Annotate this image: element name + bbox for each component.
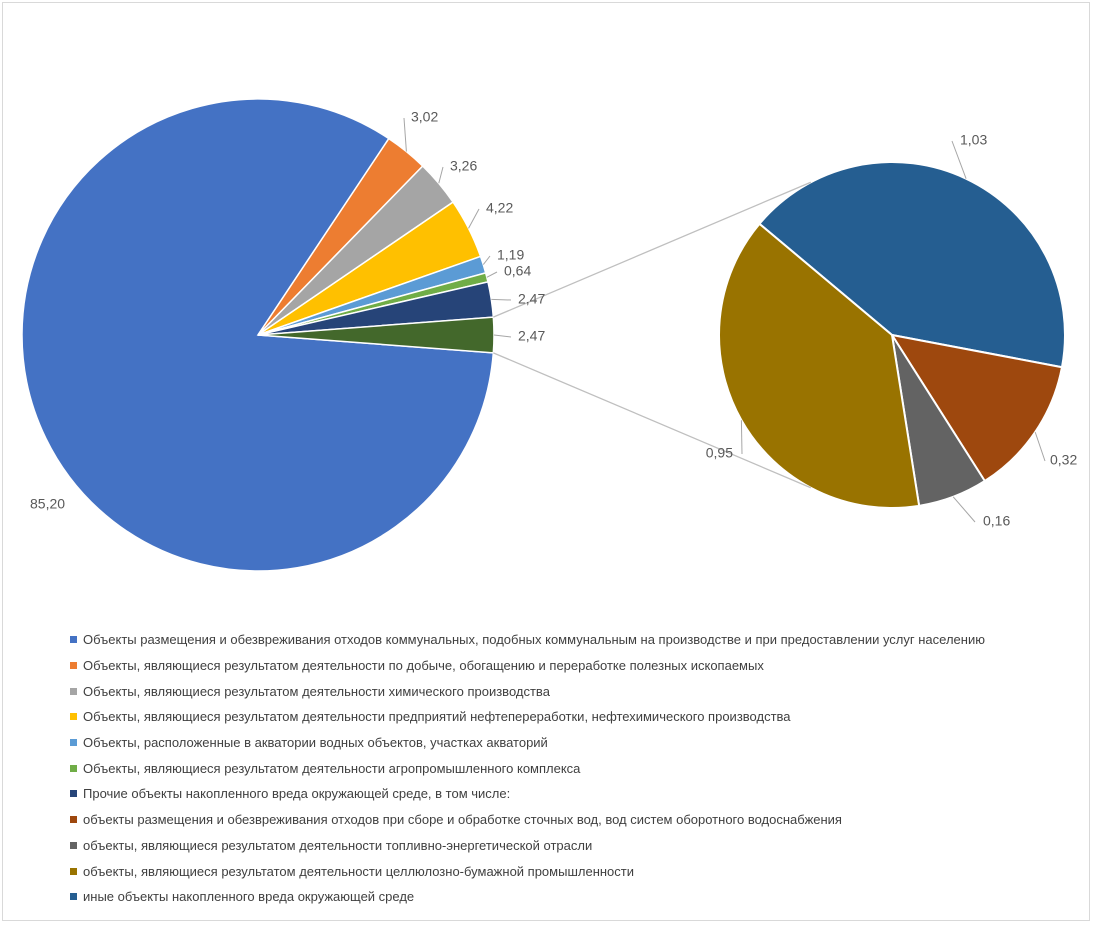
legend-item: Объекты, являющиеся результатом деятельн… [70,653,1070,679]
legend-item: объекты размещения и обезвреживания отхо… [70,807,1070,833]
data-label-6: 0,64 [504,263,531,279]
legend-label: иные объекты накопленного вреда окружающ… [83,889,415,905]
connector-line-top [493,181,812,318]
secondary-data-label-1-leader-line [951,140,967,179]
legend-marker [70,816,77,824]
data-label-8-leader-line [493,334,512,338]
legend-label: Объекты, расположенные в акватории водны… [83,735,548,751]
bar-of-pie-chart: 85,20 3,02 3,26 4,22 1,190,64 2,47 2,47 1,03 0,3… [21,98,1077,572]
data-label-4: 4,22 [486,200,513,216]
legend-label: Объекты размещения и обезвреживания отхо… [83,632,985,648]
legend-marker [70,764,77,772]
legend-marker [70,893,77,901]
legend-marker [70,687,77,695]
legend-label: объекты, являющиеся результатом деятельн… [83,837,593,853]
legend-label: Объекты, являющиеся результатом деятельн… [83,683,550,699]
data-label-3: 3,26 [450,158,477,174]
legend-item: объекты, являющиеся результатом деятельн… [70,858,1070,884]
pie-slice-1 [21,98,495,572]
data-label-5: 1,19 [497,247,524,263]
secondary-data-label-2-leader-line [1034,431,1046,462]
secondary-data-label-4: 0,95 [706,445,733,461]
legend-item: объекты, являющиеся результатом деятельн… [70,833,1070,859]
legend-item: Объекты, расположенные в акватории водны… [70,730,1070,756]
legend-marker [70,662,77,670]
legend-item: Объекты, являющиеся результатом деятельн… [70,755,1070,781]
legend-label: Объекты, являющиеся результатом деятельн… [83,760,581,776]
legend-label: Объекты, являющиеся результатом деятельн… [83,658,764,674]
secondary-data-label-2: 0,32 [1050,452,1077,468]
secondary-data-label-3-leader-line [952,496,976,523]
legend-item: Объекты, являющиеся результатом деятельн… [70,704,1070,730]
legend-label: Объекты, являющиеся результатом деятельн… [83,709,791,725]
legend-marker [70,739,77,747]
data-label-2-leader-line [403,117,407,152]
pie-slice-8 [257,316,495,354]
data-label-7-leader-line [491,298,512,301]
data-label-3-leader-line [438,166,444,184]
legend-label: объекты размещения и обезвреживания отхо… [83,812,842,828]
data-label-7: 2,47 [518,291,545,307]
secondary-data-label-1: 1,03 [960,132,987,148]
secondary-pie-slice-4 [718,222,921,509]
legend-item: иные объекты накопленного вреда окружающ… [70,884,1070,910]
data-label-4-leader-line [468,208,480,229]
data-label-8: 2,47 [518,328,545,344]
legend-marker [70,841,77,849]
legend-marker [70,790,77,798]
data-label-6-leader-line [486,271,498,278]
legend-item: Прочие объекты накопленного вреда окружа… [70,781,1070,807]
data-label-1: 85,20 [30,496,65,512]
connector-line-bottom [493,352,812,489]
data-label-5-leader-line [482,255,491,265]
chart-legend: Объекты размещения и обезвреживания отхо… [70,627,1070,910]
legend-marker [70,713,77,721]
secondary-pie-slice-2 [889,333,1064,483]
legend-item: Объекты, являющиеся результатом деятельн… [70,678,1070,704]
legend-marker [70,636,77,644]
secondary-data-label-4-leader-line [740,420,743,455]
legend-marker [70,867,77,875]
legend-item: Объекты размещения и обезвреживания отхо… [70,627,1070,653]
legend-label: Прочие объекты накопленного вреда окружа… [83,786,511,802]
secondary-data-label-3: 0,16 [983,513,1010,529]
data-label-2: 3,02 [411,109,438,125]
legend-label: объекты, являющиеся результатом деятельн… [83,863,634,879]
